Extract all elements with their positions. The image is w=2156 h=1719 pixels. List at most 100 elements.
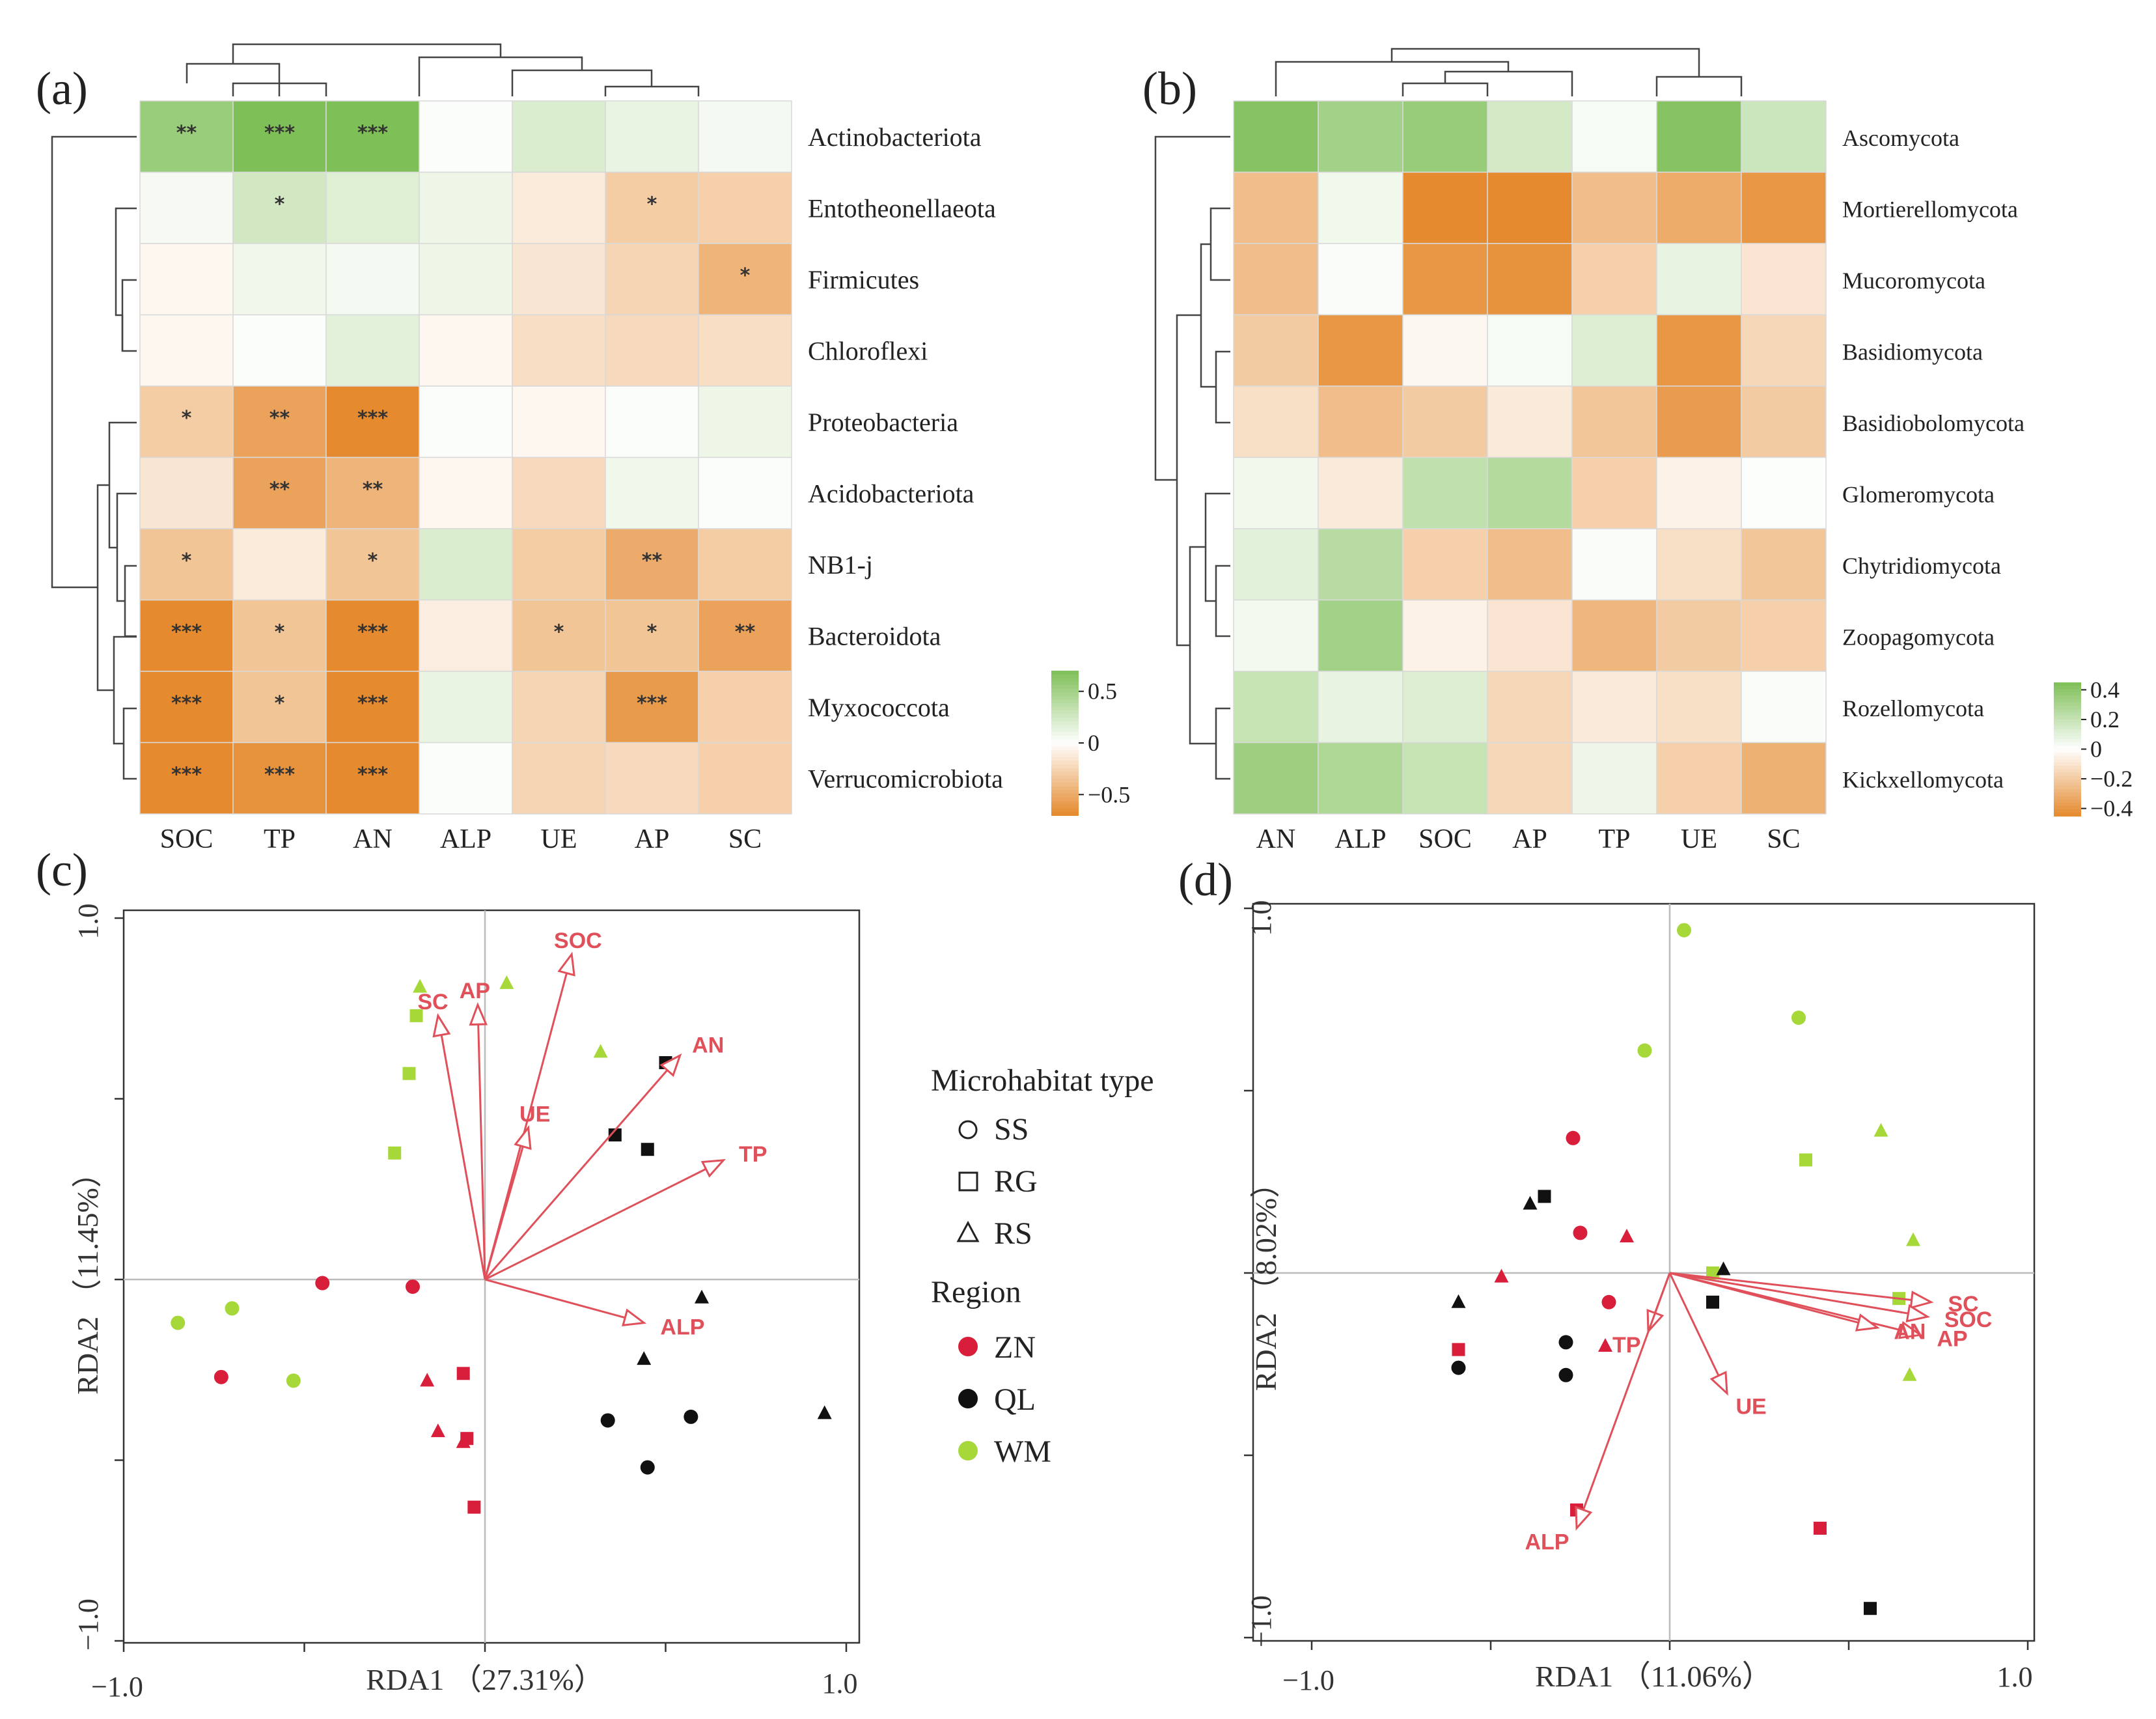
heatmap-cell [698,742,792,815]
heatmap-cell [325,171,420,244]
significance-mark: *** [357,763,388,786]
heatmap-cell [325,599,420,672]
heatmap-cell [325,528,420,601]
dendrogram-branch [1200,243,1216,388]
heatmap-cell [1233,100,1319,173]
heatmap-cell [1741,742,1827,815]
heatmap-cell [698,171,792,244]
heatmap-cell [512,456,606,529]
significance-mark: ** [270,478,290,501]
y-tick-label-max: 1.0 [72,904,104,940]
heatmap-cell [1318,528,1403,601]
arrow-head [557,951,575,977]
arrow-head [659,1053,682,1077]
dendrogram-branch [1215,565,1230,637]
column-dendrogram [186,43,700,96]
heatmap-cell [232,243,327,316]
significance-mark: *** [357,122,388,145]
heatmap-cell [1233,528,1319,601]
colorbar-segment [2054,812,2081,817]
significance-mark: * [182,550,192,572]
column-dendrogram [1275,48,1743,96]
arrow-head [1575,1505,1593,1531]
colorbar-segment [2054,742,2081,747]
arrow-head [1709,1371,1728,1396]
heatmap-cell [1741,599,1827,672]
data-point-square [1538,1190,1551,1203]
colorbar-segment [2054,716,2081,720]
x-tick-label-max: 1.0 [1997,1661,2033,1693]
heatmap-cell [1487,243,1573,316]
row-dendrogram [1154,135,1230,780]
colorbar-segment [2054,789,2081,794]
data-point-circle [1558,1335,1573,1350]
row-label: Mucoromycota [1842,268,1985,294]
colorbar-segment [1051,797,1079,802]
colorbar-tick-label: 0.4 [2090,677,2120,703]
significance-mark: *** [171,763,202,786]
column-label: TP [264,824,296,854]
colorbar-segment [1051,721,1079,726]
heatmap-cell [1487,385,1573,458]
heatmap-cell [1571,243,1657,316]
colorbar-segment [2054,712,2081,717]
heatmap-cell [1318,171,1403,244]
data-point-triangle [817,1405,832,1419]
arrow-label: UE [519,1102,550,1127]
heatmap-cell [605,742,699,815]
heatmap-cell [232,671,327,744]
dendrogram-branch [1390,48,1700,77]
square-icon [958,1171,978,1192]
colorbar-segment [1051,761,1079,766]
colorbar-segment [2054,802,2081,807]
heatmap-cell [512,599,606,672]
significance-mark: * [182,407,192,430]
colorbar-tick-label: 0.5 [1088,678,1117,705]
biplot-arrow [484,1167,707,1281]
colorbar-segment [1051,732,1079,736]
column-label: AP [1512,824,1547,854]
legend-label-ss: SS [994,1112,1029,1147]
data-point-circle [214,1369,228,1384]
colorbar-tick-label: 0 [1088,730,1099,756]
dendrogram-branch [1215,707,1230,780]
data-point-circle [600,1413,615,1428]
data-point-circle [1573,1225,1588,1240]
heatmap-cell [1656,171,1742,244]
colorbar-segment [2054,699,2081,703]
arrow-label: SC [1948,1292,1978,1317]
dendrogram-branch [51,135,137,589]
colorbar-segment [1051,804,1079,809]
x-tick-label-max: 1.0 [822,1668,858,1699]
heatmap-cell [1656,599,1742,672]
colorbar-segment [2054,799,2081,804]
arrow-head [622,1308,647,1327]
heatmap-cell [139,100,234,173]
panel-label-c: (c) [36,844,88,896]
legend-item-ql: QL [958,1382,1036,1417]
heatmap-cell [1741,243,1827,316]
heatmap-cell [1656,314,1742,387]
arrow-label: SOC [554,929,602,953]
heatmap-cell [698,599,792,672]
heatmap-cell [1571,528,1657,601]
heatmap-cell [1402,171,1488,244]
column-label: ALP [440,824,491,854]
legend-region-title: Region [931,1275,1021,1309]
heatmap-cell [605,599,699,672]
significance-mark: * [647,621,657,643]
dendrogram-branch [115,207,137,316]
heatmap-cell [1402,742,1488,815]
heatmap-cell [139,314,234,387]
biplot-arrow [1669,1272,1859,1324]
significance-mark: ** [735,621,756,643]
heatmap-cell [232,528,327,601]
axis-ticks [1244,907,2029,1650]
significance-mark: * [275,692,285,715]
heatmap-cell [1741,314,1827,387]
dendrogram-branch [1275,61,1510,96]
colorbar-segment [2054,732,2081,736]
biplot-arrow [1668,1272,1720,1377]
heatmap-cell [139,671,234,744]
